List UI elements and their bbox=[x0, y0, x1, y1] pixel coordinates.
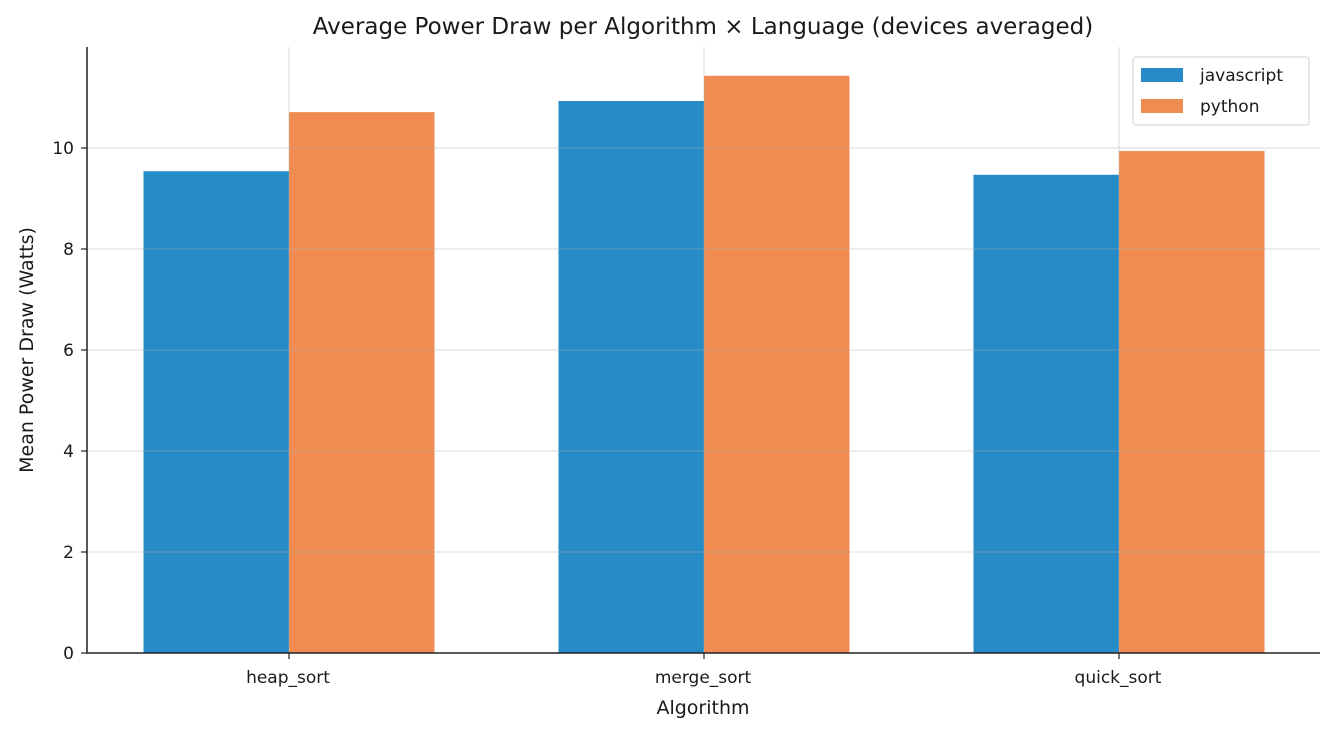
bars-group bbox=[143, 75, 1265, 654]
x-tick-label: quick_sort bbox=[1075, 668, 1162, 688]
bar-python-merge_sort bbox=[704, 75, 850, 653]
x-tick-label: merge_sort bbox=[655, 668, 752, 688]
y-tick-label: 2 bbox=[63, 543, 74, 563]
y-tick-label: 6 bbox=[63, 341, 74, 361]
bar-python-quick_sort bbox=[1119, 151, 1265, 653]
legend-swatch-python bbox=[1141, 99, 1183, 113]
bar-javascript-heap_sort bbox=[143, 171, 289, 654]
y-tick-label: 10 bbox=[52, 139, 74, 159]
y-tick-label: 4 bbox=[63, 442, 74, 462]
x-axis-label: Algorithm bbox=[656, 697, 749, 719]
y-tick-label: 8 bbox=[63, 240, 74, 260]
legend-label-javascript: javascript bbox=[1199, 66, 1283, 86]
y-ticks: 0 2 4 6 8 10 bbox=[52, 139, 87, 664]
legend: javascript python bbox=[1132, 56, 1310, 126]
gridlines bbox=[87, 47, 1320, 653]
bar-javascript-quick_sort bbox=[973, 174, 1119, 653]
bar-python-heap_sort bbox=[289, 112, 435, 653]
bar-javascript-merge_sort bbox=[558, 101, 704, 653]
y-axis-label: Mean Power Draw (Watts) bbox=[16, 227, 38, 473]
x-ticks: heap_sort merge_sort quick_sort bbox=[246, 653, 1162, 688]
y-tick-label: 0 bbox=[63, 644, 74, 664]
chart-title: Average Power Draw per Algorithm × Langu… bbox=[313, 14, 1093, 40]
legend-label-python: python bbox=[1200, 97, 1259, 117]
legend-swatch-javascript bbox=[1141, 68, 1183, 82]
x-tick-label: heap_sort bbox=[246, 668, 330, 688]
